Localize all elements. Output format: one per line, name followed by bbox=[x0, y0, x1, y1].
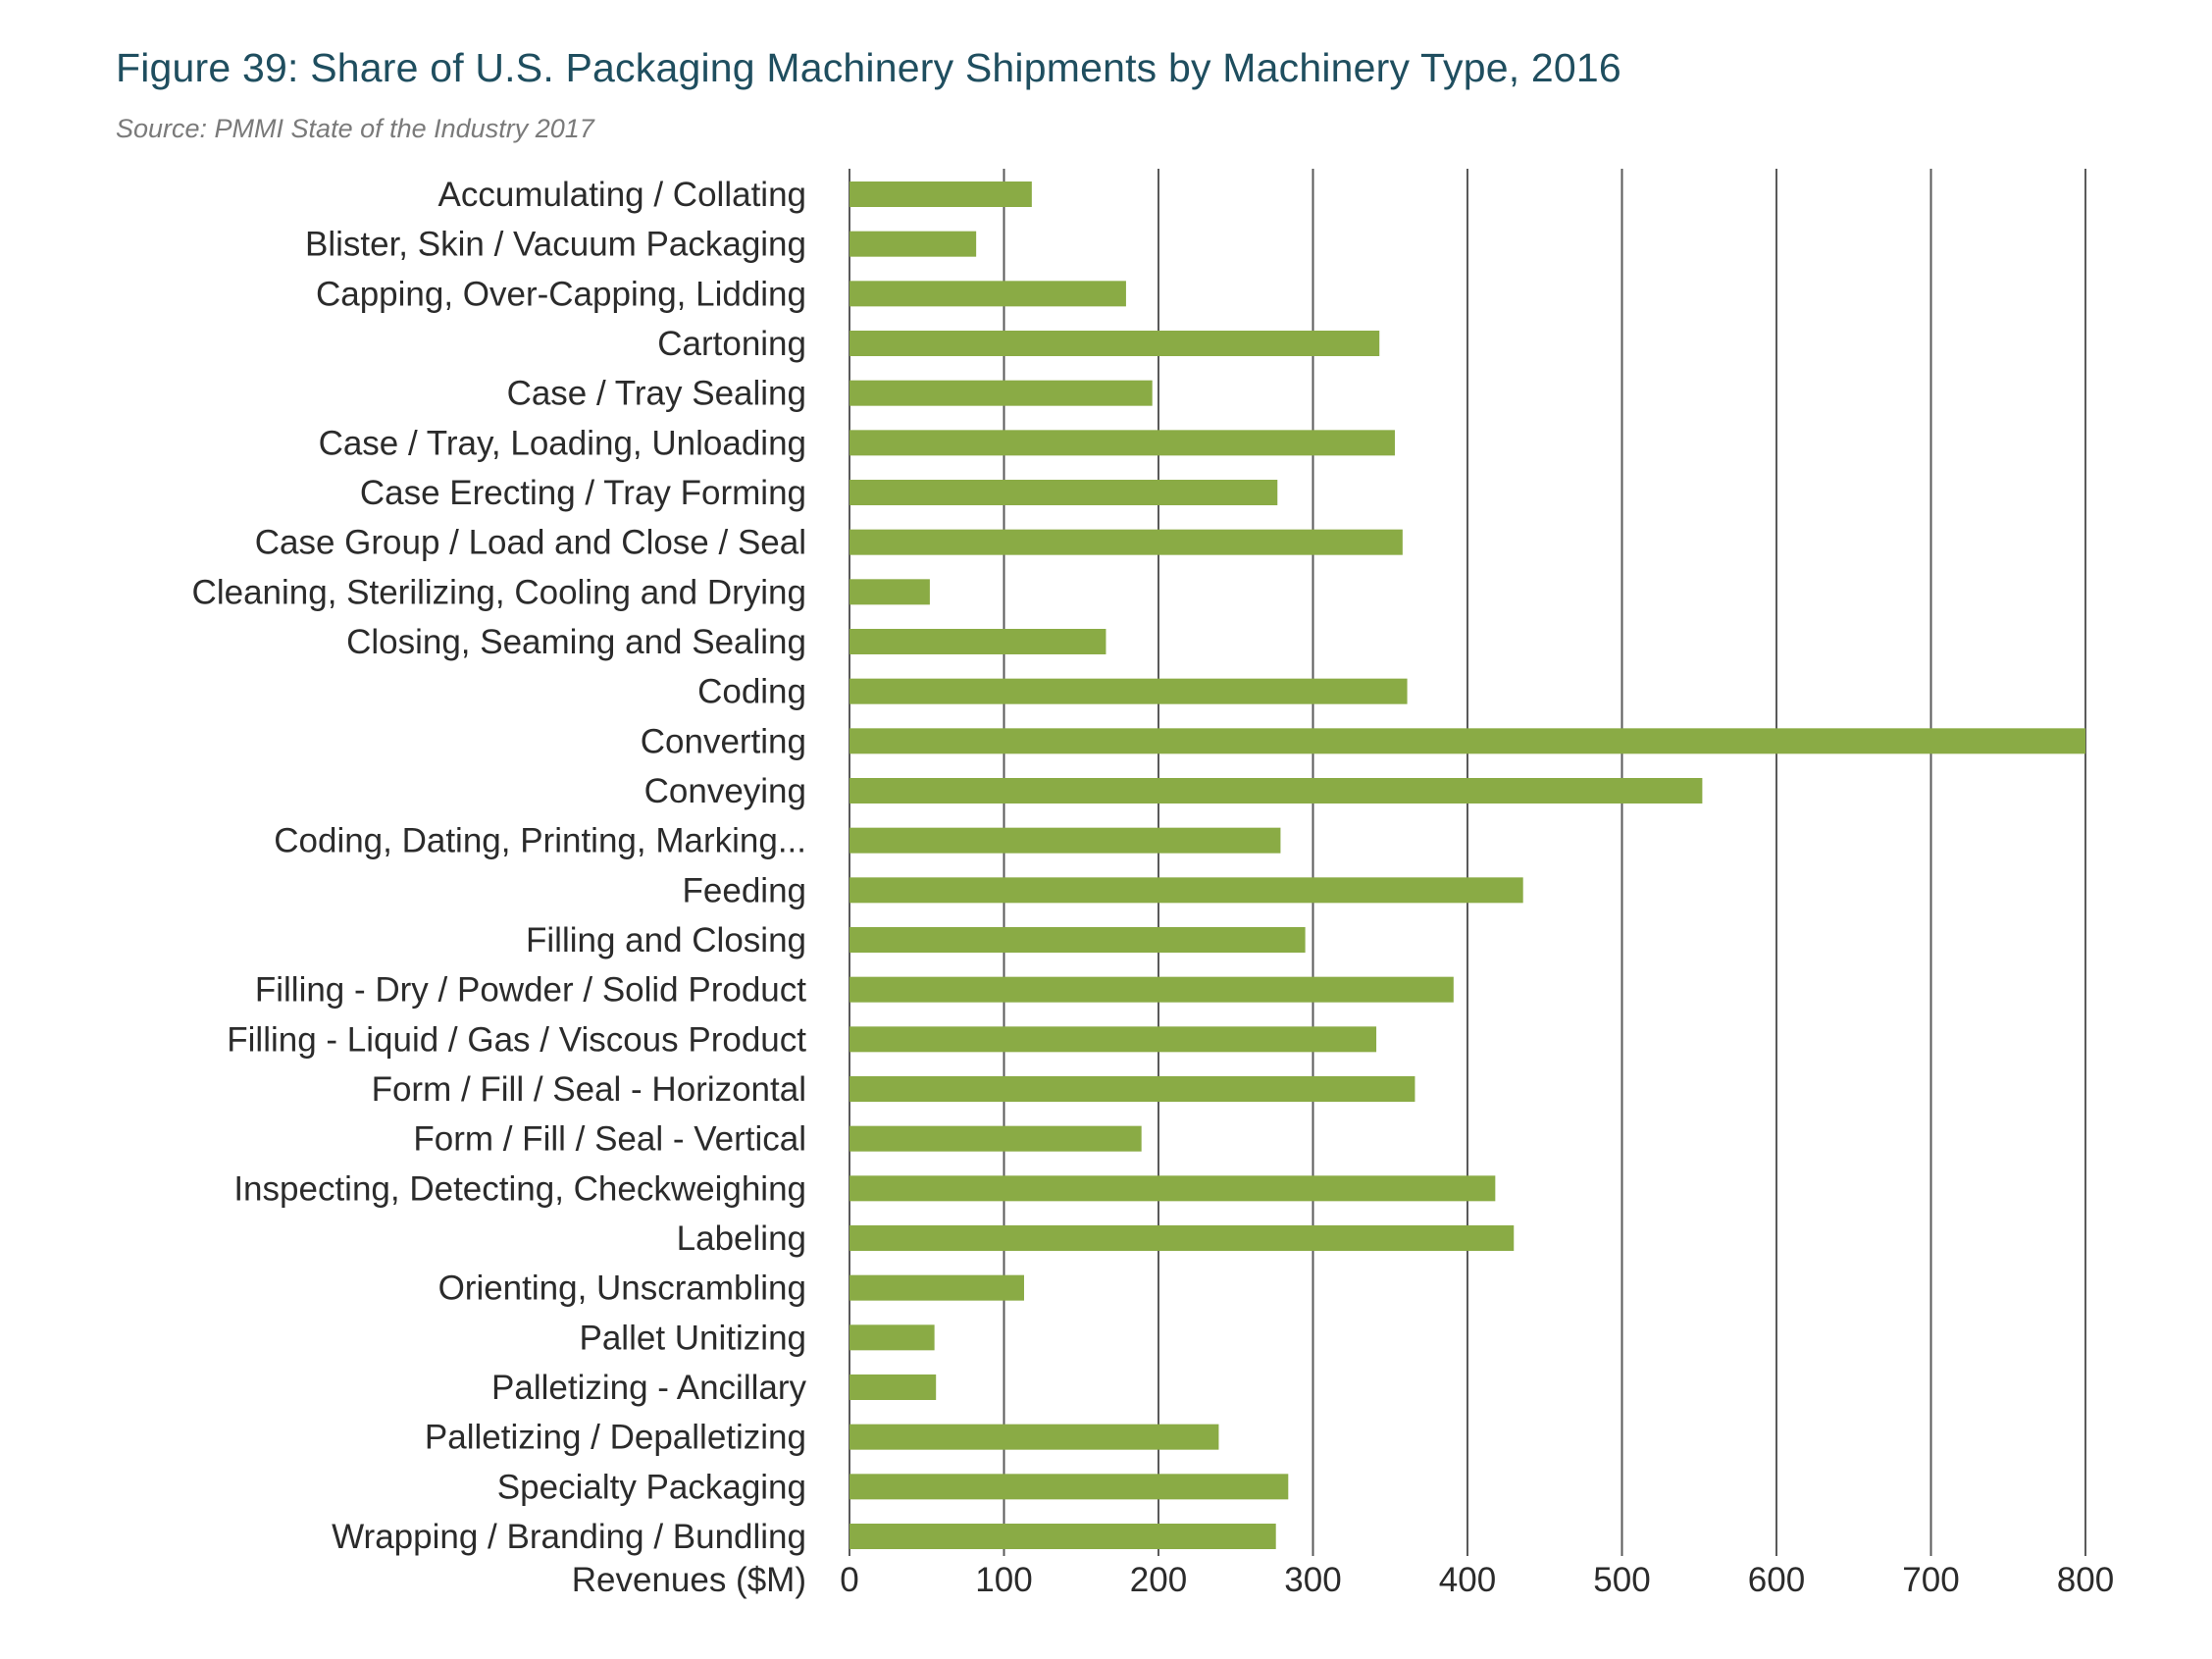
category-label: Case Erecting / Tray Forming bbox=[360, 474, 806, 512]
category-label: Form / Fill / Seal - Horizontal bbox=[372, 1070, 806, 1109]
x-tick-label: 500 bbox=[1593, 1561, 1650, 1599]
x-tick-label: 0 bbox=[840, 1561, 858, 1599]
category-label: Palletizing / Depalletizing bbox=[425, 1419, 806, 1457]
x-tick-label: 200 bbox=[1130, 1561, 1187, 1599]
bar bbox=[849, 728, 2085, 754]
bar bbox=[849, 281, 1126, 307]
bar bbox=[849, 1225, 1515, 1251]
bar bbox=[849, 1076, 1415, 1102]
bar bbox=[849, 1374, 937, 1400]
bar bbox=[849, 231, 977, 257]
category-label: Case Group / Load and Close / Seal bbox=[255, 524, 806, 562]
bar bbox=[849, 1026, 1377, 1053]
category-label: Case / Tray Sealing bbox=[507, 375, 806, 413]
category-label: Coding bbox=[697, 673, 806, 711]
bar bbox=[849, 1424, 1219, 1450]
category-label: Filling and Closing bbox=[526, 921, 806, 959]
category-label: Closing, Seaming and Sealing bbox=[346, 623, 806, 661]
chart-title: Figure 39: Share of U.S. Packaging Machi… bbox=[116, 45, 1621, 90]
bar bbox=[849, 529, 1403, 555]
chart-subtitle: Source: PMMI State of the Industry 2017 bbox=[116, 114, 594, 143]
bar bbox=[849, 778, 1703, 804]
bar bbox=[849, 1175, 1496, 1202]
category-labels: Accumulating / Collating Blister, Skin / … bbox=[192, 176, 807, 1556]
x-tick-label: 800 bbox=[2057, 1561, 2114, 1599]
category-label: Specialty Packaging bbox=[497, 1468, 806, 1506]
x-axis-title: Revenues ($M) bbox=[572, 1561, 806, 1599]
bar bbox=[849, 480, 1278, 505]
category-label: Conveying bbox=[644, 772, 806, 810]
category-label: Cleaning, Sterilizing, Cooling and Dryin… bbox=[192, 573, 806, 611]
x-tick-label: 600 bbox=[1748, 1561, 1805, 1599]
bars bbox=[849, 181, 2085, 1549]
bar bbox=[849, 629, 1106, 654]
bar bbox=[849, 430, 1395, 456]
category-label: Pallet Unitizing bbox=[580, 1319, 807, 1357]
bar bbox=[849, 181, 1032, 207]
bar bbox=[849, 877, 1523, 904]
bar bbox=[849, 927, 1306, 953]
bar bbox=[849, 1474, 1289, 1500]
x-tick-labels: 0 100 200 300 400 500 600 700 800 bbox=[840, 1561, 2114, 1599]
category-label: Filling - Dry / Powder / Solid Product bbox=[255, 971, 806, 1010]
x-tick-label: 400 bbox=[1439, 1561, 1496, 1599]
category-label: Feeding bbox=[683, 871, 806, 909]
x-tick-label: 100 bbox=[975, 1561, 1032, 1599]
bar bbox=[849, 380, 1153, 406]
category-label: Inspecting, Detecting, Checkweighing bbox=[233, 1169, 806, 1208]
bar bbox=[849, 827, 1281, 854]
category-label: Converting bbox=[641, 722, 806, 760]
category-label: Blister, Skin / Vacuum Packaging bbox=[305, 226, 806, 264]
category-label: Case / Tray, Loading, Unloading bbox=[319, 424, 806, 462]
category-label: Accumulating / Collating bbox=[438, 176, 806, 214]
category-label: Form / Fill / Seal - Vertical bbox=[413, 1120, 806, 1159]
bar bbox=[849, 331, 1380, 356]
gridlines bbox=[849, 169, 2086, 1556]
category-label: Cartoning bbox=[657, 325, 806, 363]
bar bbox=[849, 1274, 1024, 1301]
category-label: Capping, Over-Capping, Lidding bbox=[316, 275, 806, 313]
bar bbox=[849, 1524, 1276, 1549]
bar bbox=[849, 1324, 935, 1351]
bar bbox=[849, 678, 1408, 704]
category-label: Orienting, Unscrambling bbox=[438, 1270, 806, 1308]
bar bbox=[849, 1125, 1142, 1152]
category-label: Coding, Dating, Printing, Marking... bbox=[274, 822, 806, 860]
bar bbox=[849, 579, 930, 605]
category-label: Filling - Liquid / Gas / Viscous Product bbox=[227, 1020, 806, 1059]
category-label: Palletizing - Ancillary bbox=[491, 1369, 806, 1407]
x-tick-label: 300 bbox=[1284, 1561, 1341, 1599]
bar bbox=[849, 976, 1454, 1003]
x-tick-label: 700 bbox=[1902, 1561, 1959, 1599]
category-label: Labeling bbox=[677, 1219, 806, 1258]
category-label: Wrapping / Branding / Bundling bbox=[332, 1518, 806, 1556]
